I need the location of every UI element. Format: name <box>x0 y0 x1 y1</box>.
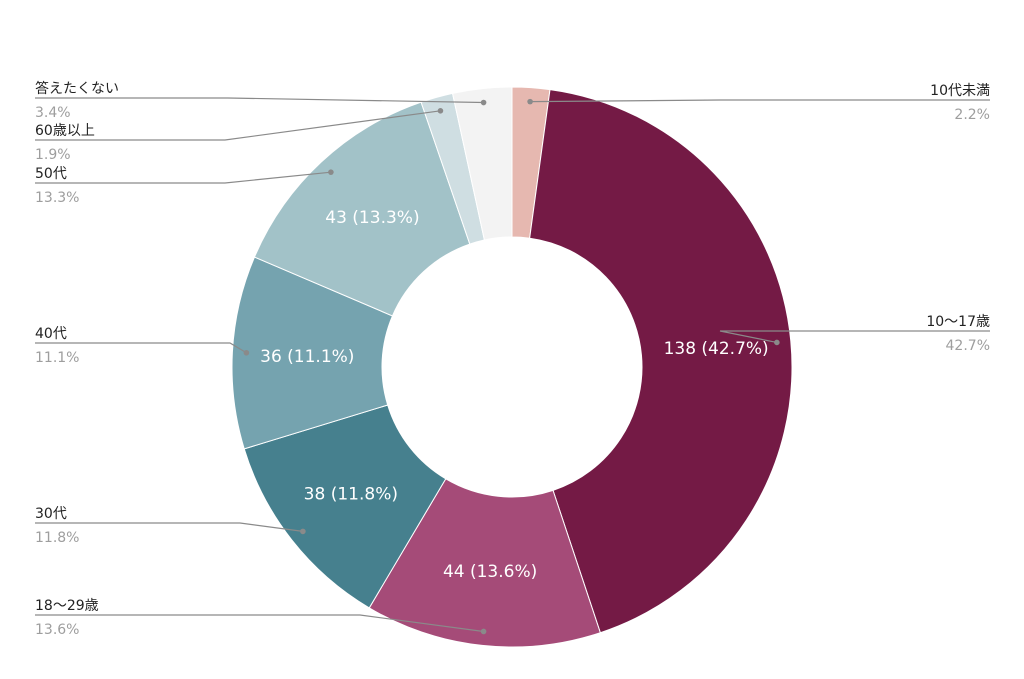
slice-3-legend-name: 18〜29歳 <box>35 598 99 614</box>
slice-8-legend-name: 答えたくない <box>35 80 119 97</box>
slice-5-value-label: 36 (11.1%) <box>260 347 354 367</box>
slice-6-legend-name: 50代 <box>35 166 67 182</box>
slice-4-leader-line <box>35 522 303 532</box>
slice-6-leader-line <box>35 171 331 184</box>
slice-3-leader-line <box>35 614 484 633</box>
slices-group <box>231 86 793 648</box>
slice-2-wedge <box>529 89 793 634</box>
labels-group: 10代未満 2.2% 138 (42.7%) 10〜17歳 42.7% 44 (13.6%… <box>35 80 990 638</box>
slice-5-leader-line <box>35 342 247 354</box>
slice-1-legend-name: 10代未満 <box>930 83 990 99</box>
slice-7-leader-line <box>35 110 441 141</box>
leader-lines-group <box>35 97 990 635</box>
slice-7-leader-dot <box>437 108 444 114</box>
slice-2-leader-line <box>719 330 990 344</box>
slice-1-leader-dot <box>527 98 533 105</box>
slice-2-legend-name: 10〜17歳 <box>926 314 990 330</box>
slice-4-value-label: 38 (11.8%) <box>304 485 398 505</box>
slice-1-leader-line <box>530 99 990 103</box>
slice-6-legend-percent: 13.3% <box>35 190 79 206</box>
slice-4-legend-name: 30代 <box>35 506 67 522</box>
slice-5-leader-dot <box>243 349 250 356</box>
slice-3-leader-dot <box>480 628 487 635</box>
slice-8-leader-line <box>35 97 484 104</box>
slice-5-wedge <box>231 256 394 450</box>
slice-1-legend-percent: 2.2% <box>954 107 990 123</box>
slice-8-wedge <box>451 86 513 241</box>
slice-2-leader-dot <box>774 339 780 346</box>
slice-4-leader-dot <box>300 528 306 535</box>
slice-3-legend-percent: 13.6% <box>35 622 79 638</box>
slice-8-leader-dot <box>480 99 487 106</box>
slice-7-legend-percent: 1.9% <box>35 147 71 163</box>
slice-3-value-label: 44 (13.6%) <box>443 562 537 582</box>
slice-3-wedge <box>368 478 601 648</box>
slice-6-leader-dot <box>328 169 334 175</box>
slice-2-legend-percent: 42.7% <box>946 338 990 354</box>
slice-5-legend-name: 40代 <box>35 326 67 342</box>
slice-6-wedge <box>253 101 471 317</box>
slice-2-value-label: 138 (42.7%) <box>664 339 769 359</box>
slice-6-value-label: 43 (13.3%) <box>325 208 419 228</box>
slice-4-legend-percent: 11.8% <box>35 530 79 546</box>
slice-7-legend-name: 60歳以上 <box>35 123 95 139</box>
slice-5-legend-percent: 11.1% <box>35 350 79 366</box>
slice-8-legend-percent: 3.4% <box>35 105 71 121</box>
